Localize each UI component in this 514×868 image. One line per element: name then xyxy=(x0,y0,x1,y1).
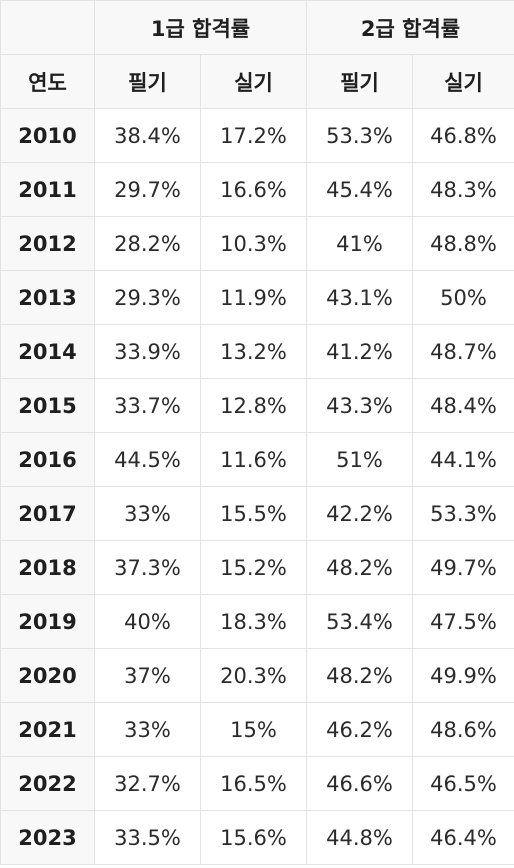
grade-1-practical-cell: 12.8% xyxy=(199,378,308,433)
grade-1-written-cell: 32.7% xyxy=(94,756,201,811)
grade-2-written-cell: 41% xyxy=(306,216,414,271)
grade-2-written-cell: 51% xyxy=(306,432,414,487)
grade-2-practical-cell: 46.8% xyxy=(412,108,514,163)
grade-1-written-cell: 33.9% xyxy=(94,324,201,379)
grade-1-written-cell: 37% xyxy=(94,648,201,703)
grade-1-written-cell: 40% xyxy=(94,594,201,649)
header-row-groups: 1급 합격률 2급 합격률 xyxy=(0,0,514,55)
grade-1-written-cell: 37.3% xyxy=(94,540,201,595)
header-row-subcolumns: 연도 필기 실기 필기 실기 xyxy=(0,54,514,109)
table-row: 2013 29.3% 11.9% 43.1% 50% xyxy=(0,270,514,325)
year-cell: 2012 xyxy=(0,216,95,271)
grade-2-practical-cell: 46.5% xyxy=(412,756,514,811)
grade-1-written-cell: 29.7% xyxy=(94,162,201,217)
grade-2-written-cell: 53.4% xyxy=(306,594,414,649)
grade-2-written-cell: 45.4% xyxy=(306,162,414,217)
grade-1-practical-cell: 11.6% xyxy=(199,432,308,487)
table-header: 1급 합격률 2급 합격률 연도 필기 실기 필기 실기 xyxy=(0,0,514,109)
table-row: 2018 37.3% 15.2% 48.2% 49.7% xyxy=(0,540,514,595)
grade-2-practical-cell: 50% xyxy=(412,270,514,325)
grade-1-practical-cell: 16.6% xyxy=(199,162,308,217)
grade-2-practical-cell: 49.9% xyxy=(412,648,514,703)
table-row: 2015 33.7% 12.8% 43.3% 48.4% xyxy=(0,378,514,433)
table-row: 2023 33.5% 15.6% 44.8% 46.4% xyxy=(0,810,514,865)
year-cell: 2015 xyxy=(0,378,95,433)
year-cell: 2010 xyxy=(0,108,95,163)
year-cell: 2014 xyxy=(0,324,95,379)
table-row: 2017 33% 15.5% 42.2% 53.3% xyxy=(0,486,514,541)
table-row: 2014 33.9% 13.2% 41.2% 48.7% xyxy=(0,324,514,379)
grade-2-practical-cell: 48.7% xyxy=(412,324,514,379)
header-grade-1-written: 필기 xyxy=(94,54,201,109)
year-cell: 2020 xyxy=(0,648,95,703)
grade-1-practical-cell: 15.6% xyxy=(199,810,308,865)
year-cell: 2021 xyxy=(0,702,95,757)
table-row: 2019 40% 18.3% 53.4% 47.5% xyxy=(0,594,514,649)
header-grade-2-written: 필기 xyxy=(306,54,414,109)
grade-1-practical-cell: 20.3% xyxy=(199,648,308,703)
grade-2-written-cell: 46.2% xyxy=(306,702,414,757)
grade-2-practical-cell: 49.7% xyxy=(412,540,514,595)
year-cell: 2019 xyxy=(0,594,95,649)
header-year: 연도 xyxy=(0,54,95,109)
grade-1-practical-cell: 13.2% xyxy=(199,324,308,379)
grade-2-practical-cell: 53.3% xyxy=(412,486,514,541)
grade-1-practical-cell: 15.2% xyxy=(199,540,308,595)
grade-2-written-cell: 41.2% xyxy=(306,324,414,379)
year-cell: 2016 xyxy=(0,432,95,487)
grade-2-written-cell: 43.3% xyxy=(306,378,414,433)
table-row: 2012 28.2% 10.3% 41% 48.8% xyxy=(0,216,514,271)
grade-2-practical-cell: 48.6% xyxy=(412,702,514,757)
header-group-grade-2: 2급 합격률 xyxy=(306,0,514,55)
table-row: 2021 33% 15% 46.2% 48.6% xyxy=(0,702,514,757)
grade-1-practical-cell: 16.5% xyxy=(199,756,308,811)
grade-2-practical-cell: 44.1% xyxy=(412,432,514,487)
table-row: 2016 44.5% 11.6% 51% 44.1% xyxy=(0,432,514,487)
year-cell: 2017 xyxy=(0,486,95,541)
grade-2-written-cell: 48.2% xyxy=(306,540,414,595)
grade-1-written-cell: 33.5% xyxy=(94,810,201,865)
table-body: 2010 38.4% 17.2% 53.3% 46.8% 2011 29.7% 16.6% 45… xyxy=(0,108,514,865)
grade-1-practical-cell: 17.2% xyxy=(199,108,308,163)
grade-2-practical-cell: 46.4% xyxy=(412,810,514,865)
grade-2-practical-cell: 47.5% xyxy=(412,594,514,649)
grade-1-written-cell: 44.5% xyxy=(94,432,201,487)
grade-2-practical-cell: 48.8% xyxy=(412,216,514,271)
table-row: 2022 32.7% 16.5% 46.6% 46.5% xyxy=(0,756,514,811)
table-row: 2020 37% 20.3% 48.2% 49.9% xyxy=(0,648,514,703)
grade-2-practical-cell: 48.4% xyxy=(412,378,514,433)
grade-2-written-cell: 46.6% xyxy=(306,756,414,811)
grade-1-practical-cell: 15% xyxy=(199,702,308,757)
grade-1-practical-cell: 10.3% xyxy=(199,216,308,271)
grade-1-written-cell: 29.3% xyxy=(94,270,201,325)
grade-2-practical-cell: 48.3% xyxy=(412,162,514,217)
grade-2-written-cell: 43.1% xyxy=(306,270,414,325)
grade-1-written-cell: 28.2% xyxy=(94,216,201,271)
grade-1-written-cell: 38.4% xyxy=(94,108,201,163)
year-cell: 2018 xyxy=(0,540,95,595)
grade-1-written-cell: 33% xyxy=(94,486,201,541)
year-cell: 2011 xyxy=(0,162,95,217)
year-cell: 2013 xyxy=(0,270,95,325)
header-grade-2-practical: 실기 xyxy=(412,54,514,109)
header-corner-cell xyxy=(0,0,95,55)
year-cell: 2023 xyxy=(0,810,95,865)
table-row: 2010 38.4% 17.2% 53.3% 46.8% xyxy=(0,108,514,163)
grade-2-written-cell: 48.2% xyxy=(306,648,414,703)
grade-1-practical-cell: 15.5% xyxy=(199,486,308,541)
grade-2-written-cell: 53.3% xyxy=(306,108,414,163)
header-grade-1-practical: 실기 xyxy=(199,54,308,109)
table-row: 2011 29.7% 16.6% 45.4% 48.3% xyxy=(0,162,514,217)
grade-2-written-cell: 42.2% xyxy=(306,486,414,541)
header-group-grade-1: 1급 합격률 xyxy=(93,0,308,55)
grade-1-practical-cell: 18.3% xyxy=(199,594,308,649)
grade-1-written-cell: 33.7% xyxy=(94,378,201,433)
year-cell: 2022 xyxy=(0,756,95,811)
grade-1-practical-cell: 11.9% xyxy=(199,270,308,325)
grade-2-written-cell: 44.8% xyxy=(306,810,414,865)
grade-1-written-cell: 33% xyxy=(94,702,201,757)
